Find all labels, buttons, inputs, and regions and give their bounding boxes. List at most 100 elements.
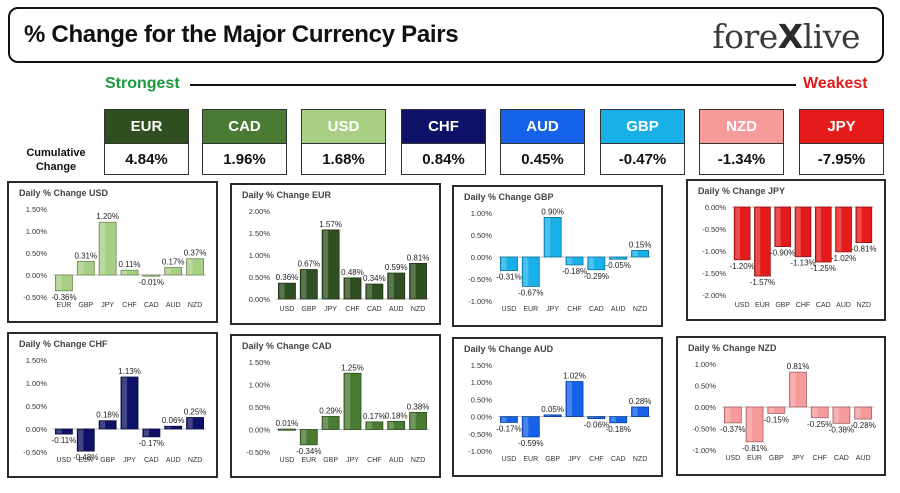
bar-highlight bbox=[796, 207, 801, 257]
bar-highlight bbox=[143, 429, 149, 437]
bar-group: 0.81% JPY bbox=[787, 362, 810, 462]
bar-group: -0.31% USD bbox=[496, 256, 522, 313]
bar-highlight bbox=[388, 421, 394, 429]
y-tick-label: 1.00% bbox=[695, 360, 717, 369]
data-label: -0.18% bbox=[606, 425, 631, 434]
data-label: -0.17% bbox=[139, 439, 164, 448]
bar-highlight bbox=[545, 415, 551, 417]
category-label: GBP bbox=[769, 455, 784, 462]
chart-panel-7-5: Daily % Change CAD 1.50% 1.00% 0.50% 0.00% -0… bbox=[230, 334, 441, 478]
bar-group: -0.01% CAD bbox=[139, 274, 164, 309]
y-tick-label: 0.50% bbox=[249, 273, 271, 282]
bar bbox=[164, 425, 183, 430]
data-label: 0.18% bbox=[96, 411, 119, 420]
bar bbox=[299, 429, 318, 446]
logo-x: X bbox=[777, 17, 803, 56]
y-tick-label: 1.50% bbox=[249, 358, 271, 367]
category-label: CAD bbox=[611, 456, 626, 463]
bar-group: 0.05% GBP bbox=[541, 405, 564, 463]
bar-highlight bbox=[301, 270, 307, 299]
data-label: 0.18% bbox=[385, 411, 408, 420]
bar-highlight bbox=[56, 429, 62, 434]
y-tick-label: 0.00% bbox=[705, 203, 727, 212]
data-label: -0.11% bbox=[52, 436, 77, 445]
currency-code: CHF bbox=[402, 110, 485, 144]
chart-panel-7-2: Daily % Change GBP 1.00% 0.50% 0.00% -0.50% -… bbox=[452, 185, 663, 327]
weakest-label: Weakest bbox=[803, 75, 868, 92]
data-label: -1.20% bbox=[729, 262, 754, 271]
data-label: 0.31% bbox=[74, 251, 97, 260]
bar bbox=[587, 416, 606, 420]
data-label: 0.37% bbox=[184, 249, 207, 258]
bar bbox=[814, 206, 832, 263]
bar bbox=[609, 256, 628, 260]
cumulative-value: -0.47% bbox=[618, 151, 667, 168]
bar-highlight bbox=[366, 422, 372, 429]
y-tick-label: -2.00% bbox=[702, 291, 726, 300]
chart-panel-7-1: Daily % Change EUR 2.00% 1.50% 1.00% 0.50% 0.… bbox=[230, 183, 441, 325]
data-label: 0.15% bbox=[629, 240, 652, 249]
bar-highlight bbox=[545, 217, 551, 257]
currency-card-jpy: JPY -7.95% bbox=[799, 109, 884, 175]
bar-highlight bbox=[388, 273, 394, 299]
category-label: GBP bbox=[775, 302, 790, 309]
category-label: AUD bbox=[166, 457, 181, 464]
category-label: AUD bbox=[836, 302, 851, 309]
cumulative-value: 1.96% bbox=[223, 151, 266, 168]
bar bbox=[754, 206, 771, 277]
category-label: EUR bbox=[523, 306, 538, 313]
category-label: CHF bbox=[345, 306, 359, 313]
bar-group: -0.18% CAD bbox=[606, 416, 631, 463]
bar-highlight bbox=[812, 407, 818, 418]
bar-highlight bbox=[833, 407, 840, 423]
currency-card-usd: USD 1.68% bbox=[301, 109, 386, 175]
bar-highlight bbox=[165, 268, 171, 275]
category-label: AUD bbox=[389, 306, 404, 313]
currency-code: CAD bbox=[203, 110, 286, 144]
data-label: 0.36% bbox=[276, 273, 299, 282]
category-label: USD bbox=[735, 302, 750, 309]
bar-highlight bbox=[768, 407, 774, 413]
y-tick-label: 1.50% bbox=[26, 205, 48, 214]
bar bbox=[343, 372, 362, 430]
bar bbox=[855, 206, 873, 244]
y-tick-label: 1.50% bbox=[471, 361, 493, 370]
bar bbox=[278, 282, 296, 300]
category-label: USD bbox=[280, 306, 295, 313]
bar-highlight bbox=[523, 257, 529, 286]
bar bbox=[142, 428, 161, 438]
y-tick-label: 0.50% bbox=[695, 382, 717, 391]
category-label: USD bbox=[502, 306, 517, 313]
category-label: NZD bbox=[188, 302, 202, 309]
y-tick-label: 0.00% bbox=[249, 295, 271, 304]
data-label: -0.90% bbox=[770, 249, 795, 258]
bar-highlight bbox=[735, 207, 740, 260]
bar bbox=[794, 206, 812, 258]
chart-title: Daily % Change USD bbox=[19, 188, 109, 198]
y-tick-label: 1.00% bbox=[471, 378, 493, 387]
bar-chart: 1.50%1.00%0.50%0.00%-0.50% -0.36%EUR0.31%… bbox=[23, 205, 207, 309]
bar bbox=[587, 256, 606, 271]
bar-group: 0.81% NZD bbox=[407, 253, 430, 313]
data-label: -0.36% bbox=[51, 293, 76, 302]
bar-group: -1.02% AUD bbox=[831, 206, 856, 309]
y-tick-label: -1.00% bbox=[468, 447, 492, 456]
bar-highlight bbox=[566, 382, 573, 417]
data-label: -0.31% bbox=[496, 273, 521, 282]
bar bbox=[733, 206, 751, 261]
bar-chart: 1.00%0.50%0.00%-0.50%-1.00%-0.31%USD-0.6… bbox=[468, 207, 652, 313]
bar-highlight bbox=[187, 418, 193, 429]
y-tick-label: -0.50% bbox=[23, 293, 47, 302]
bar bbox=[854, 406, 873, 420]
bar-highlight bbox=[78, 429, 84, 451]
bar-chart: 1.50% 1.00% 0.50% 0.00% -0.50% 0.01% USD-0.34%… bbox=[246, 358, 429, 464]
bar bbox=[543, 216, 562, 258]
chart-panel-7-6: Daily % Change AUD 1.50% 1.00% 0.50% 0.00% -0… bbox=[452, 337, 663, 477]
logo-text-left: fore bbox=[712, 17, 778, 56]
bar bbox=[55, 274, 73, 292]
currency-code: EUR bbox=[105, 110, 188, 144]
bar-group: 0.36% USD bbox=[276, 273, 299, 313]
bar bbox=[387, 272, 406, 300]
category-label: EUR bbox=[523, 456, 538, 463]
currency-code: GBP bbox=[601, 110, 684, 144]
